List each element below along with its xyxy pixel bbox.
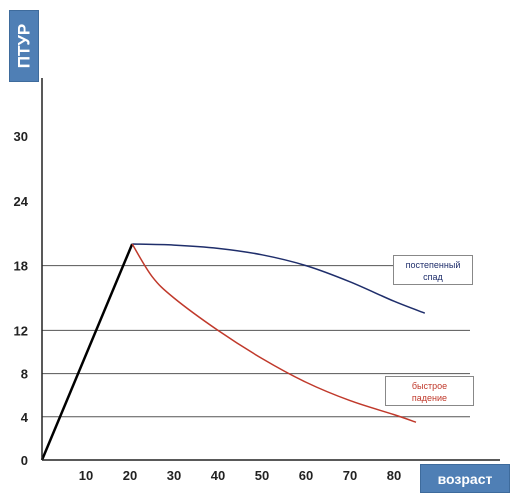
legend-rapid-decline: быстрое падение — [385, 376, 474, 406]
y-tick-label: 4 — [21, 410, 29, 425]
y-tick-label: 12 — [14, 323, 28, 338]
legend-gradual-decline-line1: постепенный — [405, 260, 461, 270]
y-tick-label: 0 — [21, 453, 28, 468]
y-tick-label: 24 — [14, 194, 29, 209]
legend-rapid-decline-line1: быстрое — [411, 381, 448, 391]
series-lines — [40, 243, 426, 461]
x-axis-label: возраст — [420, 464, 510, 493]
x-tick-label: 20 — [123, 468, 137, 483]
y-axis-label-text: ПТУР — [14, 23, 33, 69]
y-tick-label: 18 — [14, 259, 28, 274]
x-tick-label: 80 — [387, 468, 401, 483]
y-tick-label: 30 — [14, 129, 28, 144]
series-line-growth — [40, 243, 134, 461]
series-line-gradual-decline — [132, 243, 426, 314]
legend-rapid-decline-line2: падение — [411, 393, 448, 403]
x-tick-label: 30 — [167, 468, 181, 483]
x-tick-label: 70 — [343, 468, 357, 483]
y-tick-label: 8 — [21, 367, 28, 382]
y-axis-label: ПТУР — [9, 10, 39, 82]
series-line-rapid-decline — [131, 243, 417, 423]
legend-gradual-decline: постепенный спад — [393, 255, 473, 285]
x-tick-label: 50 — [255, 468, 269, 483]
x-tick-labels: 10 20 30 40 50 60 70 80 — [79, 468, 401, 483]
x-tick-label: 40 — [211, 468, 225, 483]
legend-gradual-decline-line2: спад — [423, 272, 443, 282]
x-tick-label: 10 — [79, 468, 93, 483]
x-tick-label: 60 — [299, 468, 313, 483]
y-tick-labels: 0 4 8 12 18 24 30 — [14, 129, 29, 468]
